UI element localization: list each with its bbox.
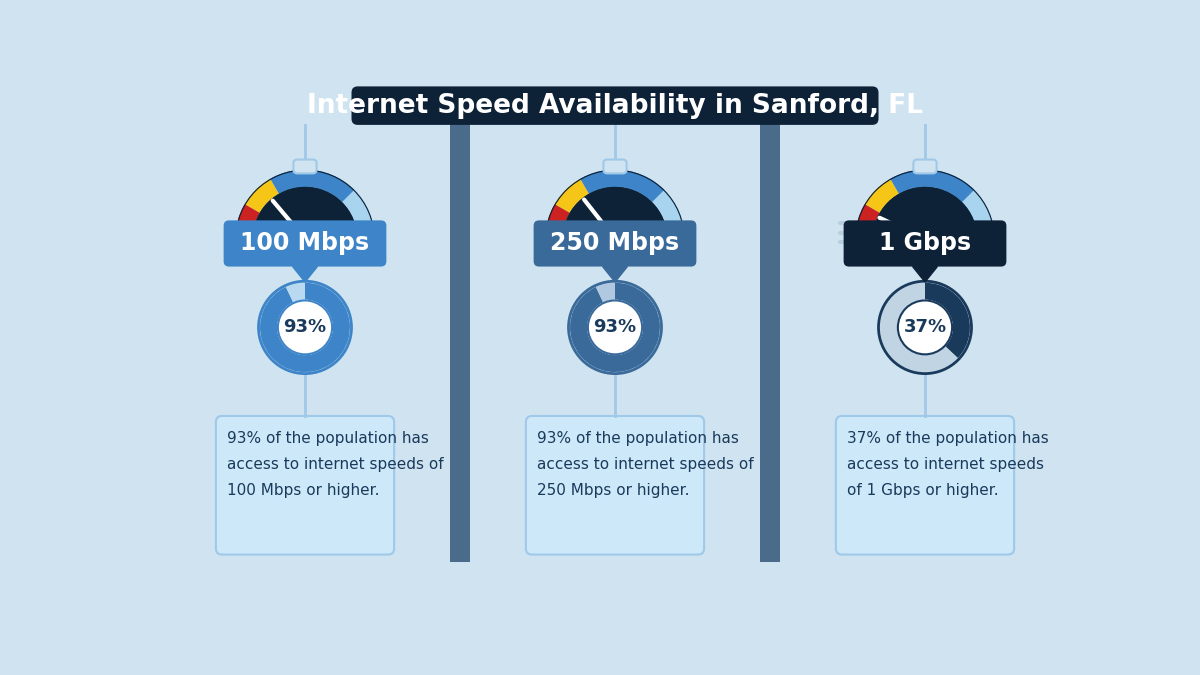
Wedge shape (570, 283, 660, 372)
Text: 93%: 93% (283, 319, 326, 336)
FancyBboxPatch shape (293, 159, 317, 173)
Wedge shape (563, 187, 667, 239)
Wedge shape (890, 169, 974, 202)
Text: 100 Mbps: 100 Mbps (240, 232, 370, 255)
Wedge shape (270, 169, 354, 202)
Wedge shape (596, 283, 616, 302)
Text: 37% of the population has
access to internet speeds
of 1 Gbps or higher.: 37% of the population has access to inte… (847, 431, 1049, 498)
Bar (856, 239, 995, 243)
Wedge shape (880, 283, 958, 372)
Wedge shape (916, 230, 934, 239)
Wedge shape (545, 169, 685, 239)
Bar (545, 239, 685, 243)
Wedge shape (652, 190, 685, 239)
Wedge shape (872, 187, 977, 239)
Circle shape (587, 300, 643, 355)
FancyBboxPatch shape (604, 159, 626, 173)
Wedge shape (606, 230, 624, 239)
FancyBboxPatch shape (913, 159, 937, 173)
Wedge shape (235, 169, 374, 239)
Circle shape (920, 234, 930, 244)
Wedge shape (856, 169, 995, 239)
FancyBboxPatch shape (352, 86, 878, 125)
Circle shape (277, 300, 332, 355)
Bar (760, 115, 780, 562)
Text: 37%: 37% (904, 319, 947, 336)
Wedge shape (253, 187, 358, 239)
Wedge shape (563, 187, 667, 239)
Text: 1 Gbps: 1 Gbps (878, 232, 971, 255)
Text: 93%: 93% (594, 319, 636, 336)
Wedge shape (253, 187, 358, 239)
FancyBboxPatch shape (836, 416, 1014, 555)
Polygon shape (913, 267, 937, 282)
Text: 250 Mbps: 250 Mbps (551, 232, 679, 255)
Wedge shape (856, 169, 995, 239)
Polygon shape (293, 267, 317, 282)
Circle shape (898, 300, 953, 355)
Wedge shape (925, 283, 970, 358)
Wedge shape (554, 179, 589, 213)
Text: 93% of the population has
access to internet speeds of
100 Mbps or higher.: 93% of the population has access to inte… (227, 431, 443, 498)
Polygon shape (602, 267, 628, 282)
Wedge shape (260, 283, 350, 372)
Wedge shape (545, 205, 570, 239)
Circle shape (610, 234, 620, 244)
FancyBboxPatch shape (216, 416, 394, 555)
Circle shape (300, 234, 310, 244)
Wedge shape (962, 190, 995, 239)
Wedge shape (872, 187, 977, 239)
Wedge shape (580, 169, 665, 202)
Bar (235, 239, 374, 243)
Text: 93% of the population has
access to internet speeds of
250 Mbps or higher.: 93% of the population has access to inte… (536, 431, 754, 498)
FancyBboxPatch shape (223, 220, 386, 267)
FancyBboxPatch shape (844, 220, 1007, 267)
Text: Internet Speed Availability in Sanford, FL: Internet Speed Availability in Sanford, … (307, 92, 923, 119)
Wedge shape (235, 205, 259, 239)
Bar (450, 115, 470, 562)
Wedge shape (864, 179, 899, 213)
Wedge shape (296, 230, 314, 239)
Wedge shape (245, 179, 278, 213)
Wedge shape (286, 283, 305, 302)
Wedge shape (856, 205, 880, 239)
Wedge shape (342, 190, 374, 239)
FancyBboxPatch shape (526, 416, 704, 555)
Wedge shape (235, 169, 374, 239)
FancyBboxPatch shape (534, 220, 696, 267)
Wedge shape (545, 169, 685, 239)
